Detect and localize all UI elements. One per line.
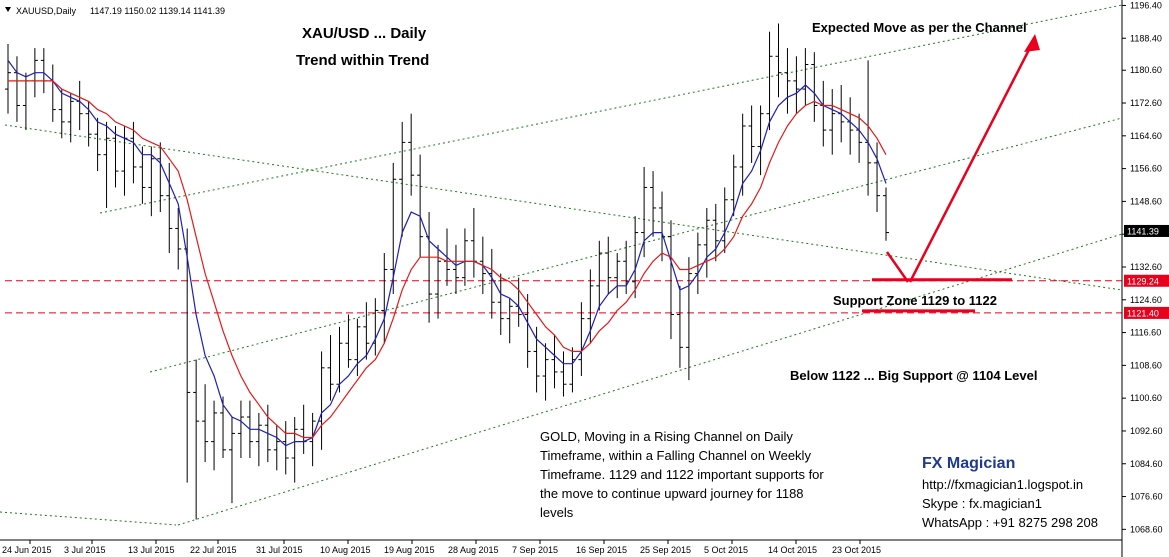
ohlc-readout: 1147.19 1150.02 1139.14 1141.39	[90, 6, 225, 16]
price-tag-label: 1121.40	[1127, 308, 1159, 318]
brand-name: FX Magician	[922, 455, 1015, 473]
price-tag-label: 1129.24	[1127, 276, 1159, 286]
chart-title-line1: XAU/USD ... Daily	[302, 25, 426, 42]
website-link[interactable]: http://fxmagician1.logspot.in	[922, 477, 1083, 492]
price-tick-label: 1132.60	[1130, 262, 1162, 272]
time-tick-label: 23 Oct 2015	[832, 545, 881, 555]
price-tick-label: 1188.40	[1130, 33, 1162, 43]
price-tick-label: 1164.60	[1130, 131, 1162, 141]
price-tick-label: 1148.60	[1130, 196, 1162, 206]
price-tick-label: 1068.60	[1130, 524, 1163, 534]
price-tick-label: 1156.60	[1130, 164, 1162, 174]
price-tick-label: 1084.60	[1130, 459, 1163, 469]
price-tick-label: 1124.60	[1130, 295, 1162, 305]
price-tick-label: 1076.60	[1130, 492, 1163, 502]
symbol-label: XAUUSD,Daily	[16, 6, 77, 16]
price-tick-label: 1172.60	[1130, 98, 1162, 108]
time-tick-label: 3 Jul 2015	[64, 545, 106, 555]
price-tick-label: 1196.40	[1130, 0, 1162, 10]
skype-contact: Skype : fx.magician1	[922, 496, 1042, 511]
chart-header: XAUUSD,Daily 1147.19 1150.02 1139.14 1141…	[5, 6, 225, 16]
time-tick-label: 22 Jul 2015	[190, 545, 237, 555]
time-tick-label: 31 Jul 2015	[256, 545, 303, 555]
time-tick-label: 10 Aug 2015	[320, 545, 371, 555]
time-tick-label: 25 Sep 2015	[640, 545, 691, 555]
time-tick-label: 5 Oct 2015	[704, 545, 748, 555]
time-tick-label: 7 Sep 2015	[512, 545, 558, 555]
price-tick-label: 1100.60	[1130, 393, 1162, 403]
time-tick-label: 14 Oct 2015	[768, 545, 817, 555]
price-tick-label: 1092.60	[1130, 426, 1163, 436]
time-tick-label: 24 Jun 2015	[2, 545, 52, 555]
time-tick-label: 16 Sep 2015	[576, 545, 627, 555]
price-tick-label: 1180.60	[1130, 65, 1162, 75]
price-tick-label: 1116.60	[1130, 328, 1161, 338]
big-support-label: Below 1122 ... Big Support @ 1104 Level	[790, 368, 1038, 383]
whatsapp-contact: WhatsApp : +91 8275 298 208	[922, 515, 1098, 530]
price-tick-label: 1108.60	[1130, 360, 1162, 370]
expected-move-label: Expected Move as per the Channel	[812, 20, 1027, 35]
time-tick-label: 19 Aug 2015	[384, 545, 435, 555]
time-tick-label: 28 Aug 2015	[448, 545, 499, 555]
gold-note: GOLD, Moving in a Rising Channel on Dail…	[540, 427, 830, 522]
chart-title-line2: Trend within Trend	[296, 52, 429, 69]
time-tick-label: 13 Jul 2015	[128, 545, 175, 555]
support-zone-label: Support Zone 1129 to 1122	[833, 293, 997, 308]
price-tag-label: 1141.39	[1127, 226, 1159, 236]
